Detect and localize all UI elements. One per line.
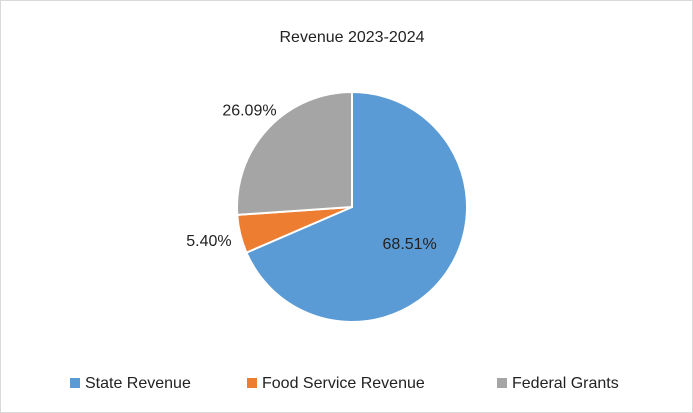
data-label: 5.40% [186, 233, 231, 250]
legend-swatch [497, 378, 507, 388]
pie-slice [245, 90, 468, 323]
legend-swatch [247, 378, 257, 388]
data-label: 26.09% [222, 102, 276, 119]
data-label: 68.51% [383, 236, 437, 253]
legend-label: Food Service Revenue [262, 375, 425, 392]
legend-swatch [70, 378, 80, 388]
pie-slice [236, 90, 353, 216]
legend-label: Federal Grants [512, 375, 619, 392]
legend-label: State Revenue [85, 375, 191, 392]
chart-title: Revenue 2023-2024 [279, 29, 424, 46]
